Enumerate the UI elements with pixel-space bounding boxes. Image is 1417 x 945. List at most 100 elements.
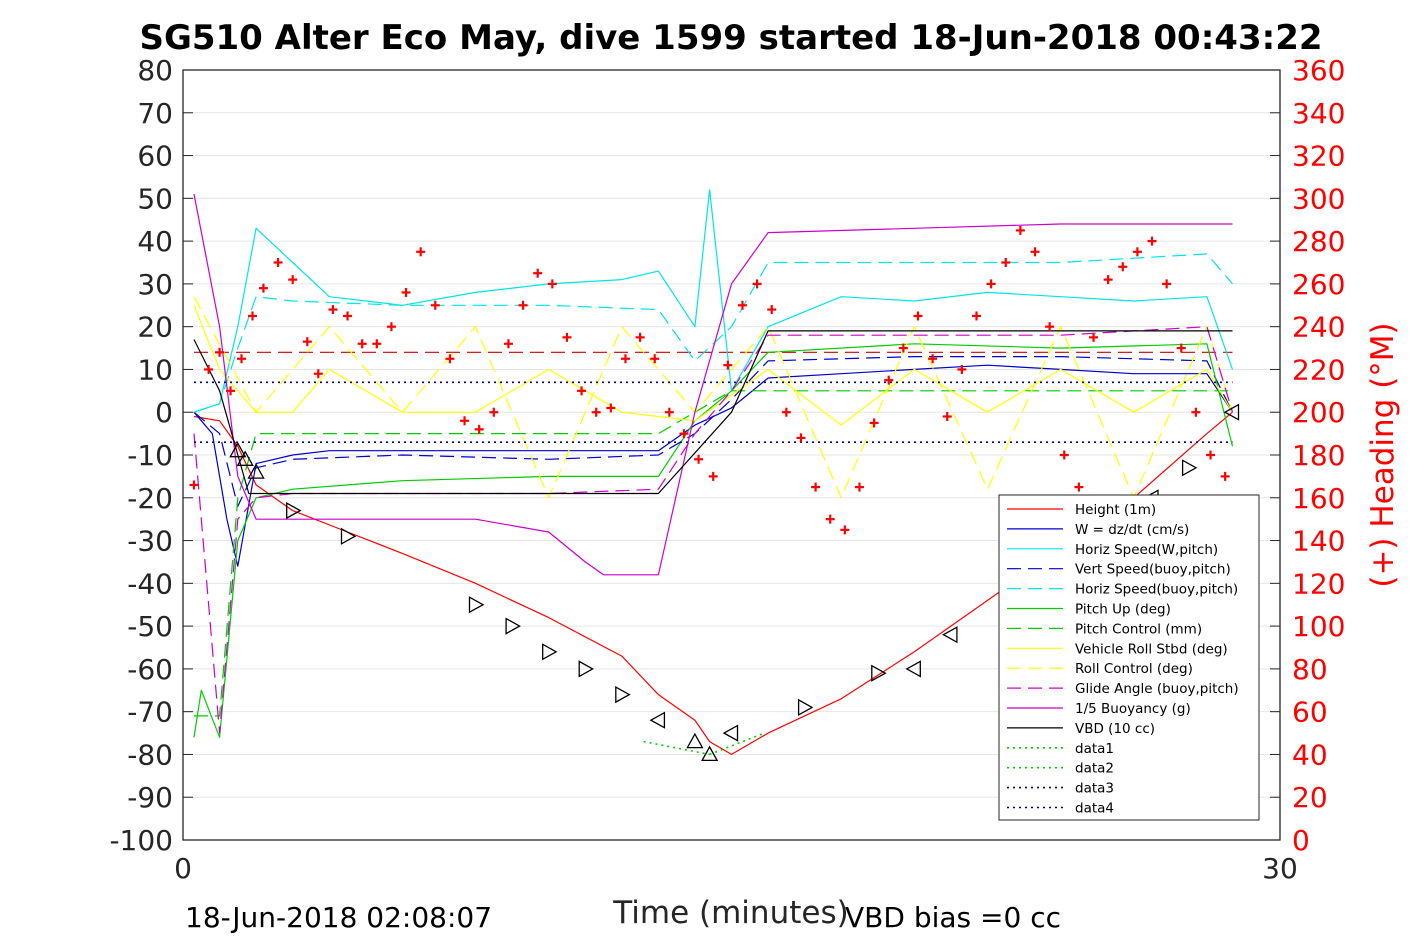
legend-label: Vert Speed(buoy,pitch): [1075, 562, 1231, 578]
heading-point: [664, 407, 674, 417]
y-tick-label-right: 320: [1292, 140, 1345, 173]
heading-point: [591, 407, 601, 417]
x-axis-label: Time (minutes): [612, 895, 848, 931]
heading-point: [204, 364, 214, 374]
heading-point: [767, 305, 777, 315]
heading-point: [694, 454, 704, 464]
y-tick-label-left: -40: [127, 567, 173, 600]
legend-label: data1: [1075, 741, 1114, 757]
x-ticks: 0 30: [174, 830, 1298, 885]
heading-point: [1030, 247, 1040, 257]
heading-point: [460, 416, 470, 426]
triangle-marker: [615, 685, 631, 704]
series-line: [193, 364, 1233, 567]
heading-point: [752, 279, 762, 289]
legend-label: Vehicle Roll Stbd (deg): [1075, 641, 1228, 657]
heading-point: [215, 347, 225, 357]
triangle-marker: [578, 660, 595, 678]
heading-point: [445, 354, 455, 364]
triangle-marker: [700, 745, 719, 762]
series-line: [193, 343, 1234, 738]
series-line: [193, 296, 1234, 499]
y-tick-label-right: 160: [1292, 482, 1345, 515]
y-tick-label-right: 20: [1292, 781, 1328, 814]
legend-entry: Horiz Speed(W,pitch): [1007, 542, 1218, 558]
heading-point: [258, 283, 268, 293]
heading-point: [1132, 247, 1142, 257]
y-tick-label-left: 40: [137, 225, 173, 258]
legend-label: data3: [1075, 781, 1114, 797]
triangle-marker: [686, 732, 704, 749]
heading-point: [913, 311, 923, 321]
heading-point: [1220, 471, 1230, 481]
legend-label: Horiz Speed(W,pitch): [1075, 542, 1218, 558]
triangle-marker: [1181, 459, 1198, 477]
y-tick-label-right: 180: [1292, 439, 1345, 472]
heading-point: [1074, 482, 1084, 492]
series-layer: [193, 189, 1234, 756]
y-tick-label-left: -20: [127, 482, 173, 515]
heading-point: [489, 407, 499, 417]
y-tick-label-left: 10: [137, 353, 173, 386]
legend-entry: Vehicle Roll Stbd (deg): [1007, 641, 1228, 657]
y-tick-label-right: 300: [1292, 182, 1345, 215]
y-tick-label-left: 20: [137, 311, 173, 344]
heading-point: [679, 429, 689, 439]
y-tick-label-left: -80: [127, 738, 173, 771]
y-tick-label-right: 200: [1292, 396, 1345, 429]
y-tick-label-right: 120: [1292, 567, 1345, 600]
triangle-marker: [942, 626, 958, 644]
heading-point: [1176, 343, 1186, 353]
heading-point: [372, 339, 382, 349]
y-tick-label-left: -60: [127, 653, 173, 686]
legend-entry: data3: [1007, 781, 1114, 797]
heading-point: [825, 514, 835, 524]
legend-label: VBD (10 cc): [1075, 721, 1155, 737]
heading-point: [898, 343, 908, 353]
y-tick-label-right: 240: [1292, 311, 1345, 344]
legend-label: data4: [1075, 801, 1114, 817]
legend-label: data2: [1075, 761, 1114, 777]
heading-point: [562, 332, 572, 342]
heading-point: [1059, 450, 1069, 460]
heading-point: [533, 268, 543, 278]
heading-point: [928, 354, 938, 364]
triangle-marker: [247, 463, 265, 479]
legend-label: Pitch Up (deg): [1075, 602, 1171, 618]
legend-entry: Horiz Speed(buoy,pitch): [1007, 582, 1238, 598]
legend-label: 1/5 Buoyancy (g): [1075, 701, 1191, 717]
triangle-marker: [229, 441, 247, 458]
heading-point: [811, 482, 821, 492]
heading-point: [313, 369, 323, 379]
y-tick-label-right: 80: [1292, 653, 1328, 686]
heading-point: [357, 339, 367, 349]
heading-point: [1103, 275, 1113, 285]
y-tick-label-left: -100: [109, 824, 173, 857]
legend-entry: data1: [1007, 741, 1114, 757]
legend-entry: Vert Speed(buoy,pitch): [1007, 562, 1231, 578]
heading-point: [474, 424, 484, 434]
legend-entry: 1/5 Buoyancy (g): [1007, 701, 1191, 717]
heading-point: [1089, 332, 1099, 342]
heading-point: [518, 300, 528, 310]
heading-point: [1191, 407, 1201, 417]
series-line: [193, 330, 1233, 495]
heading-point: [1001, 258, 1011, 267]
y-tick-label-left: -30: [127, 525, 173, 558]
legend: Height (1m) W = dz/dt (cm/s) Horiz Speed(W…: [998, 494, 1260, 821]
triangle-marker: [286, 501, 302, 520]
heading-point: [606, 403, 616, 413]
legend-entry: Pitch Up (deg): [1007, 602, 1171, 618]
series-line: [193, 326, 1234, 734]
chart-title: SG510 Alter Eco May, dive 1599 started 1…: [139, 18, 1322, 58]
y-tick-label-left: 30: [137, 268, 173, 301]
heading-point: [854, 482, 864, 492]
heading-point: [189, 480, 199, 490]
legend-label: Height (1m): [1075, 502, 1156, 518]
heading-point: [273, 258, 283, 267]
y-axis-label-right: (+) Heading (°M): [1365, 322, 1401, 587]
heading-point: [577, 386, 587, 396]
legend-label: Glide Angle (buoy,pitch): [1075, 681, 1239, 697]
x-tick-label: 0: [174, 852, 192, 885]
